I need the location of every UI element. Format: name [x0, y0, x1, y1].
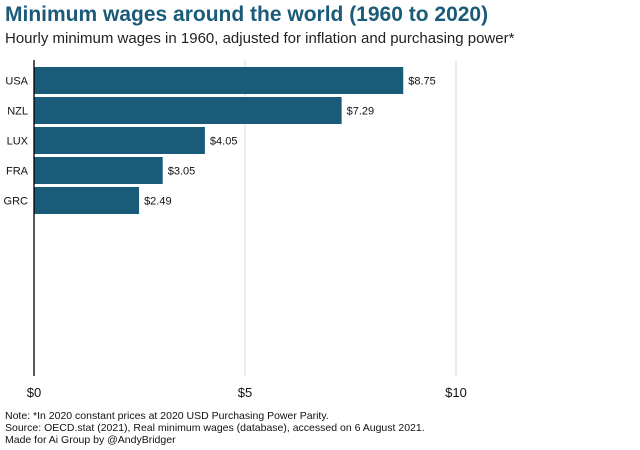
x-tick-labels: $0 $5 $10 [27, 385, 467, 400]
value-label: $3.05 [168, 166, 196, 178]
value-labels: $8.75 $7.29 $4.05 $3.05 $2.49 [144, 76, 436, 208]
category-labels: USA NZL LUX FRA GRC [4, 76, 29, 208]
category-label: NZL [7, 106, 28, 118]
x-tick-label: $10 [445, 385, 467, 400]
value-label: $4.05 [210, 136, 238, 148]
chart-subtitle: Hourly minimum wages in 1960, adjusted f… [5, 30, 515, 47]
footnote-note: Note: *In 2020 constant prices at 2020 U… [5, 410, 329, 422]
footnote-source: Source: OECD.stat (2021), Real minimum w… [5, 422, 425, 434]
category-label: LUX [7, 136, 29, 148]
bar-fra [34, 157, 163, 184]
bar-grc [34, 187, 140, 214]
category-label: USA [5, 76, 28, 88]
value-label: $2.49 [144, 196, 172, 208]
bar-usa [34, 67, 404, 94]
bar-nzl [34, 97, 342, 124]
bars [34, 67, 404, 214]
category-label: FRA [6, 166, 29, 178]
chart-title: Minimum wages around the world (1960 to … [5, 3, 489, 26]
footnote-credit: Made for Ai Group by @AndyBridger [5, 434, 176, 446]
x-tick-label: $0 [27, 385, 41, 400]
category-label: GRC [4, 196, 29, 208]
x-tick-label: $5 [238, 385, 252, 400]
value-label: $7.29 [347, 106, 375, 118]
value-label: $8.75 [408, 76, 436, 88]
bar-lux [34, 127, 205, 154]
